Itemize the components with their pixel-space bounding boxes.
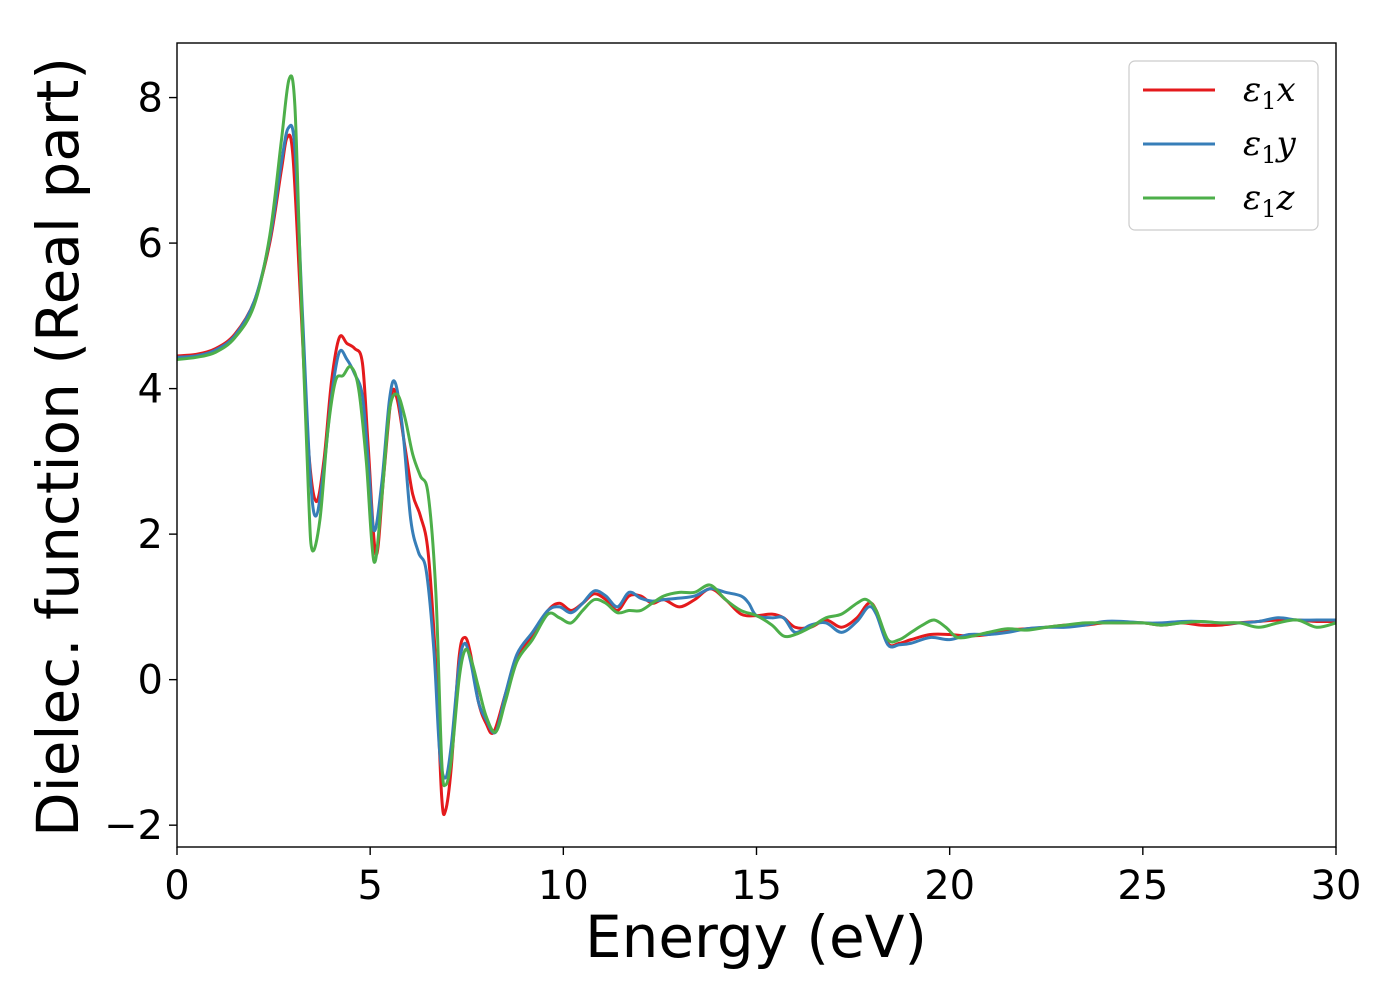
y-axis: −2 0 2 4 6 8 xyxy=(104,76,177,849)
legend-label-y: ε1y xyxy=(1243,124,1297,169)
y-tick-label: −2 xyxy=(104,803,163,849)
x-tick-label: 30 xyxy=(1311,863,1362,909)
y-tick-label: 0 xyxy=(138,658,163,704)
x-axis: 0 5 10 15 20 25 30 xyxy=(164,847,1361,909)
x-tick-label: 0 xyxy=(164,863,189,909)
y-tick-label: 6 xyxy=(138,221,163,267)
y-tick-label: 8 xyxy=(138,76,163,122)
legend-label-z: ε1z xyxy=(1243,178,1296,223)
series-line-z xyxy=(177,74,1336,788)
legend: ε1x ε1y ε1z xyxy=(1128,60,1319,231)
legend-box xyxy=(1128,60,1319,231)
x-tick-label: 20 xyxy=(924,863,975,909)
x-axis-title: Energy (eV) xyxy=(585,903,927,971)
x-tick-label: 5 xyxy=(357,863,382,909)
legend-label-x: ε1x xyxy=(1243,70,1296,115)
series-group xyxy=(177,74,1336,817)
y-tick-label: 4 xyxy=(138,367,163,413)
series-line-x xyxy=(177,133,1336,817)
y-tick-label: 2 xyxy=(138,512,163,558)
x-tick-label: 25 xyxy=(1117,863,1168,909)
x-tick-label: 15 xyxy=(731,863,782,909)
y-axis-title: Dielec. function (Real part) xyxy=(24,57,92,837)
x-tick-label: 10 xyxy=(538,863,589,909)
